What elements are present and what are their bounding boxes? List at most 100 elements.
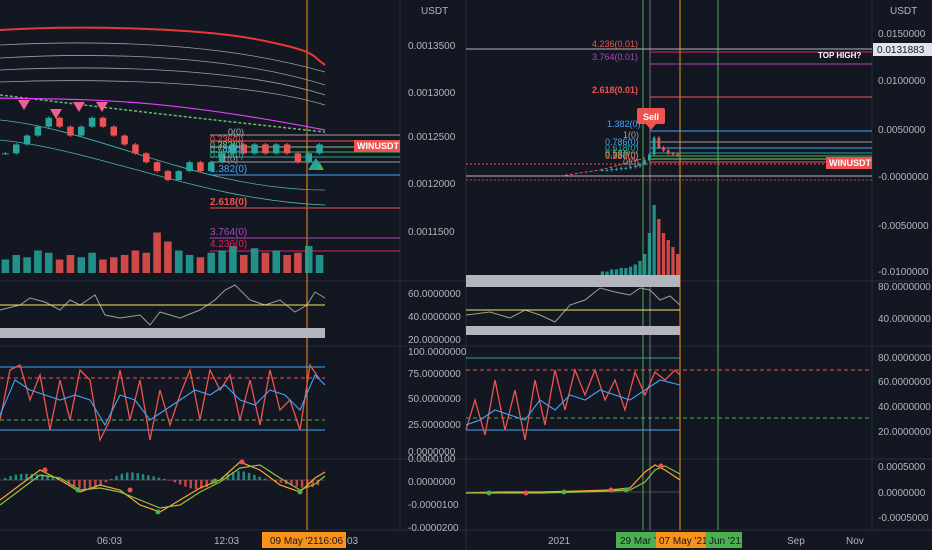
candle-body — [121, 135, 128, 145]
fib-label: 0.5(0) — [605, 148, 629, 158]
volume-bar — [120, 255, 129, 273]
fib-label: 1(0) — [222, 154, 238, 164]
sell-marker — [18, 100, 30, 110]
candle-body — [648, 154, 651, 161]
volume-bar — [315, 255, 324, 273]
volume-bar — [88, 252, 96, 273]
macd-hist-bar — [295, 480, 298, 487]
volume-bar — [657, 219, 661, 275]
candle-body — [605, 170, 609, 172]
candle-body — [652, 137, 656, 155]
candle-body — [13, 144, 20, 154]
fib-label: 3.764(0) — [210, 227, 247, 238]
price-tag — [873, 43, 932, 56]
cross-dot — [561, 489, 567, 495]
top-high-label: TOP HIGH? — [818, 51, 861, 60]
macd-hist-bar — [163, 478, 166, 480]
volume-bar — [77, 257, 86, 273]
macd-axis-label: -0.0000100 — [408, 500, 459, 511]
fib-label: 0.382(0) — [210, 140, 244, 150]
macd-hist-bar — [253, 474, 256, 480]
right-rsi-band — [466, 326, 680, 335]
time-label: 2021 — [548, 536, 571, 547]
macd-hist-bar — [242, 471, 245, 480]
macd-hist-bar — [41, 474, 44, 480]
volume-bar — [250, 248, 259, 273]
left-fib-labels: 0(0) 0.236(0) 0.382(0) 0.5(0) 0.618(0) 0… — [210, 127, 247, 250]
macd-hist-bar — [237, 471, 240, 480]
macd-axis-label: 0.0000000 — [408, 477, 456, 488]
fib-label: 1.382(0) — [210, 164, 247, 175]
macd-axis-label: -0.0005000 — [878, 513, 929, 524]
cross-dot — [623, 487, 629, 493]
volume-bar — [304, 246, 313, 273]
macd-hist-bar — [157, 477, 161, 480]
macd-hist-bar — [115, 475, 118, 480]
left-rsi-line — [0, 284, 326, 326]
stoch-axis-label: 80.0000000 — [878, 353, 931, 364]
macd-hist-bar — [311, 480, 314, 488]
symbol-tag-label: WINUSDT — [829, 158, 871, 168]
volume-bar — [55, 259, 64, 273]
candle-body — [229, 144, 237, 154]
macd-hist-bar — [205, 480, 208, 487]
volume-bar — [666, 240, 670, 275]
left-rsi-band — [0, 328, 325, 338]
time-marker-orange — [656, 532, 706, 548]
candle-body — [153, 162, 161, 172]
macd-hist-bar — [30, 473, 33, 480]
fib-label: 0.236(0) — [605, 151, 639, 161]
time-label: 09 May '21 — [270, 536, 319, 547]
volume-bar — [1, 259, 10, 273]
candle-body — [240, 144, 247, 154]
candle-body — [78, 126, 85, 136]
macd-hist-bar — [67, 480, 71, 484]
macd-hist-bar — [110, 478, 113, 480]
right-chart: 4.236(0.01) 3.764(0.01) 2.618(0.01) 1.38… — [465, 0, 932, 548]
fib-label: 0.5(0) — [210, 145, 234, 155]
volume-bar — [610, 269, 614, 275]
macd-hist-bar — [274, 480, 277, 482]
volume-bar — [23, 257, 31, 273]
cross-dot — [297, 489, 303, 495]
volume-bar — [661, 233, 666, 275]
time-marker-green2 — [706, 532, 742, 548]
macd-hist-bar — [9, 475, 12, 480]
volume-bar — [239, 255, 248, 273]
candle-body — [45, 117, 52, 127]
candle-body — [23, 135, 31, 145]
candle-body — [283, 144, 291, 154]
symbol-tag-label: WINUSDT — [357, 141, 399, 151]
fib-label: 2.618(0) — [210, 197, 247, 208]
buy-marker — [316, 163, 324, 170]
candle-body — [34, 126, 42, 136]
candle-body — [164, 171, 172, 180]
price-axis-label: 0.0050000 — [878, 125, 926, 136]
candle-body — [624, 168, 628, 170]
macd-axis-label: 0.0000000 — [878, 488, 926, 499]
fib-label: 4.236(0) — [210, 239, 247, 250]
cross-dot — [212, 478, 218, 484]
candle-body — [218, 153, 226, 163]
candle-body — [132, 144, 139, 154]
macd-axis-label: 0.0000100 — [408, 454, 456, 465]
left-stoch-k — [0, 363, 321, 443]
macd-hist-bar — [152, 476, 155, 480]
volume-bar — [196, 257, 205, 273]
candle-body — [676, 154, 680, 156]
macd-hist-bar — [4, 478, 7, 480]
rsi-axis-label: 20.0000000 — [408, 335, 461, 346]
volume-bar — [218, 250, 226, 273]
volume-bar — [638, 261, 642, 275]
left-signal-line — [0, 464, 326, 509]
time-label: 29 Mar '21 — [620, 536, 667, 547]
candle-body — [56, 117, 63, 127]
stoch-axis-label: 60.0000000 — [878, 377, 931, 388]
volume-bar — [614, 269, 619, 275]
volume-bar — [261, 252, 270, 273]
cross-dot — [608, 487, 614, 493]
macd-hist-bar — [279, 480, 283, 483]
volume-bar — [44, 252, 53, 273]
sell-marker — [96, 102, 108, 112]
candle-body — [657, 137, 661, 148]
